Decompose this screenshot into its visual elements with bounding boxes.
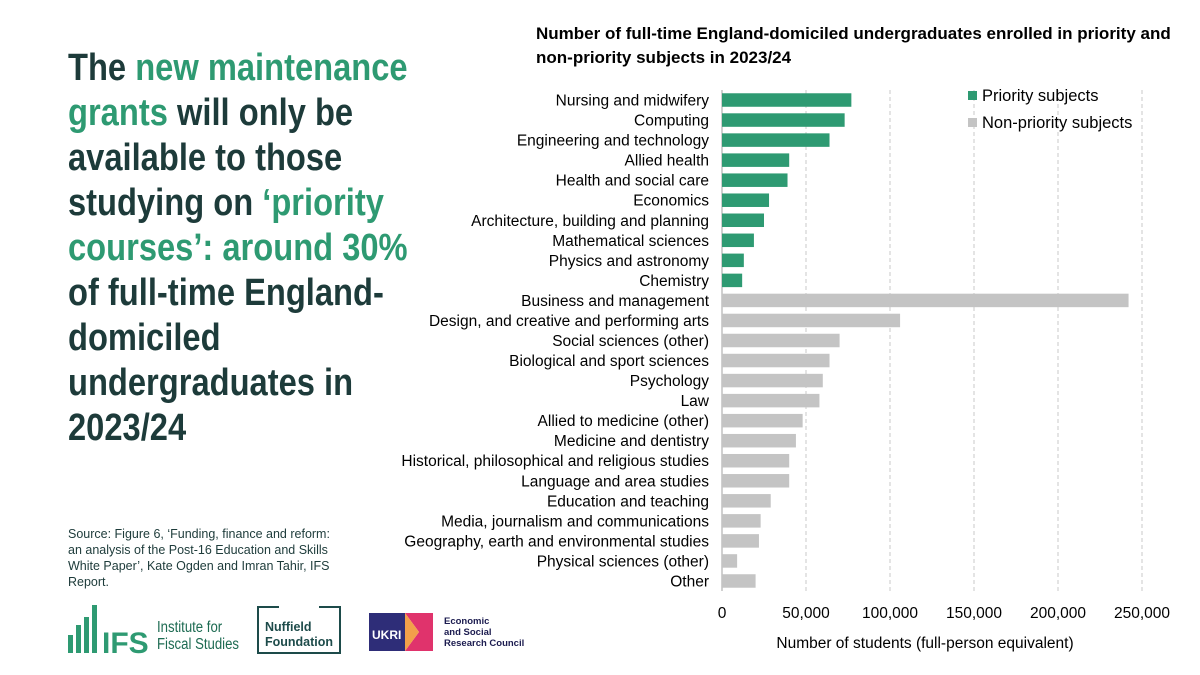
esrc-line2: and Social bbox=[444, 627, 492, 638]
bar-19 bbox=[722, 474, 790, 488]
category-label-5: Economics bbox=[633, 193, 709, 210]
x-axis-label: Number of students (full-person equivale… bbox=[776, 635, 1073, 652]
category-label-15: Law bbox=[681, 393, 710, 410]
legend-swatch-1 bbox=[968, 118, 977, 127]
bar-14 bbox=[722, 373, 823, 388]
esrc-line3: Research Council bbox=[444, 638, 525, 649]
category-label-9: Chemistry bbox=[639, 273, 709, 290]
bar-9 bbox=[722, 273, 743, 288]
category-label-14: Psychology bbox=[630, 373, 710, 390]
bar-16 bbox=[722, 413, 803, 428]
bar-2 bbox=[722, 133, 830, 147]
bar-22 bbox=[722, 534, 759, 548]
category-label-11: Design, and creative and performing arts bbox=[429, 313, 709, 330]
x-tick-label-5: 250,000 bbox=[1114, 605, 1170, 622]
category-label-18: Historical, philosophical and religious … bbox=[401, 453, 709, 470]
category-label-7: Mathematical sciences bbox=[552, 233, 709, 250]
ifs-logo-bar-1 bbox=[68, 635, 73, 653]
legend-swatch-0 bbox=[968, 91, 977, 100]
ifs-logo: IFS bbox=[68, 605, 149, 655]
bar-4 bbox=[722, 173, 788, 187]
bar-13 bbox=[722, 353, 830, 368]
bar-0 bbox=[722, 93, 852, 107]
headline-part1: The bbox=[68, 47, 136, 89]
category-label-8: Physics and astronomy bbox=[549, 253, 709, 270]
bar-15 bbox=[722, 393, 820, 408]
bar-23 bbox=[722, 554, 738, 568]
headline-highlight-priority: ‘priority courses’: around 30% bbox=[68, 182, 408, 269]
ifs-logo-mark: IFS bbox=[102, 627, 149, 655]
legend-label-1: Non-priority subjects bbox=[982, 114, 1132, 132]
bar-17 bbox=[722, 433, 796, 448]
bar-21 bbox=[722, 514, 761, 528]
category-label-10: Business and management bbox=[521, 293, 710, 310]
bar-10 bbox=[722, 293, 1129, 308]
category-label-19: Language and area studies bbox=[521, 473, 709, 490]
category-label-17: Medicine and dentistry bbox=[554, 433, 709, 450]
category-label-23: Physical sciences (other) bbox=[537, 553, 709, 570]
nuffield-logo: Nuffield Foundation bbox=[257, 606, 341, 654]
ifs-logo-bar-3 bbox=[84, 617, 89, 653]
category-label-22: Geography, earth and environmental studi… bbox=[404, 533, 709, 550]
category-label-12: Social sciences (other) bbox=[552, 333, 709, 350]
bar-18 bbox=[722, 453, 790, 468]
x-tick-label-2: 100,000 bbox=[862, 605, 918, 622]
ukri-logo-text: UKRI bbox=[372, 628, 401, 642]
ukri-logo-block bbox=[369, 613, 405, 651]
category-label-24: Other bbox=[670, 573, 709, 590]
bar-7 bbox=[722, 233, 754, 248]
bar-6 bbox=[722, 213, 764, 228]
esrc-text: Economic and Social Research Council bbox=[444, 616, 524, 649]
chart-title: Number of full-time England-domiciled un… bbox=[536, 24, 1171, 67]
bar-24 bbox=[722, 574, 756, 588]
nuffield-line2: Foundation bbox=[265, 635, 334, 649]
ifs-logo-bar-4 bbox=[92, 605, 97, 653]
category-label-0: Nursing and midwifery bbox=[556, 93, 710, 110]
category-label-1: Computing bbox=[634, 113, 709, 130]
ifs-logo-text: Institute for Fiscal Studies bbox=[157, 619, 239, 653]
bar-3 bbox=[722, 153, 790, 167]
category-label-4: Health and social care bbox=[556, 173, 709, 190]
category-label-3: Allied health bbox=[625, 153, 709, 170]
ifs-logo-bar-2 bbox=[76, 625, 81, 653]
x-tick-label-0: 0 bbox=[718, 605, 727, 622]
category-label-2: Engineering and technology bbox=[517, 133, 709, 150]
bar-11 bbox=[722, 313, 901, 328]
category-label-6: Architecture, building and planning bbox=[471, 213, 709, 230]
category-label-13: Biological and sport sciences bbox=[509, 353, 709, 370]
category-label-20: Education and teaching bbox=[547, 493, 709, 510]
category-label-21: Media, journalism and communications bbox=[441, 513, 709, 530]
nuffield-line1: Nuffield bbox=[265, 620, 312, 634]
x-tick-label-3: 150,000 bbox=[946, 605, 1002, 622]
headline-highlight-grants: new maintenance grants bbox=[68, 47, 408, 134]
bar-5 bbox=[722, 193, 770, 207]
category-label-16: Allied to medicine (other) bbox=[538, 413, 709, 430]
esrc-line1: Economic bbox=[444, 616, 490, 627]
bar-8 bbox=[722, 253, 744, 268]
ifs-logo-line1: Institute for bbox=[157, 619, 223, 636]
ifs-logo-line2: Fiscal Studies bbox=[157, 636, 240, 653]
ukri-logo-arrow bbox=[405, 613, 419, 651]
source-note: Source: Figure 6, ‘Funding, finance and … bbox=[68, 527, 330, 589]
legend-label-0: Priority subjects bbox=[982, 87, 1098, 105]
bar-1 bbox=[722, 113, 845, 127]
bar-20 bbox=[722, 494, 771, 508]
x-tick-label-4: 200,000 bbox=[1030, 605, 1086, 622]
bar-12 bbox=[722, 333, 840, 348]
x-tick-label-1: 50,000 bbox=[782, 605, 830, 622]
headline-part5: of full-time England-domiciled undergrad… bbox=[68, 272, 384, 449]
headline-part3: will only be available to those studying… bbox=[68, 92, 354, 224]
headline: The new maintenance grants will only be … bbox=[68, 46, 429, 451]
ukri-logo: UKRI bbox=[369, 613, 433, 651]
